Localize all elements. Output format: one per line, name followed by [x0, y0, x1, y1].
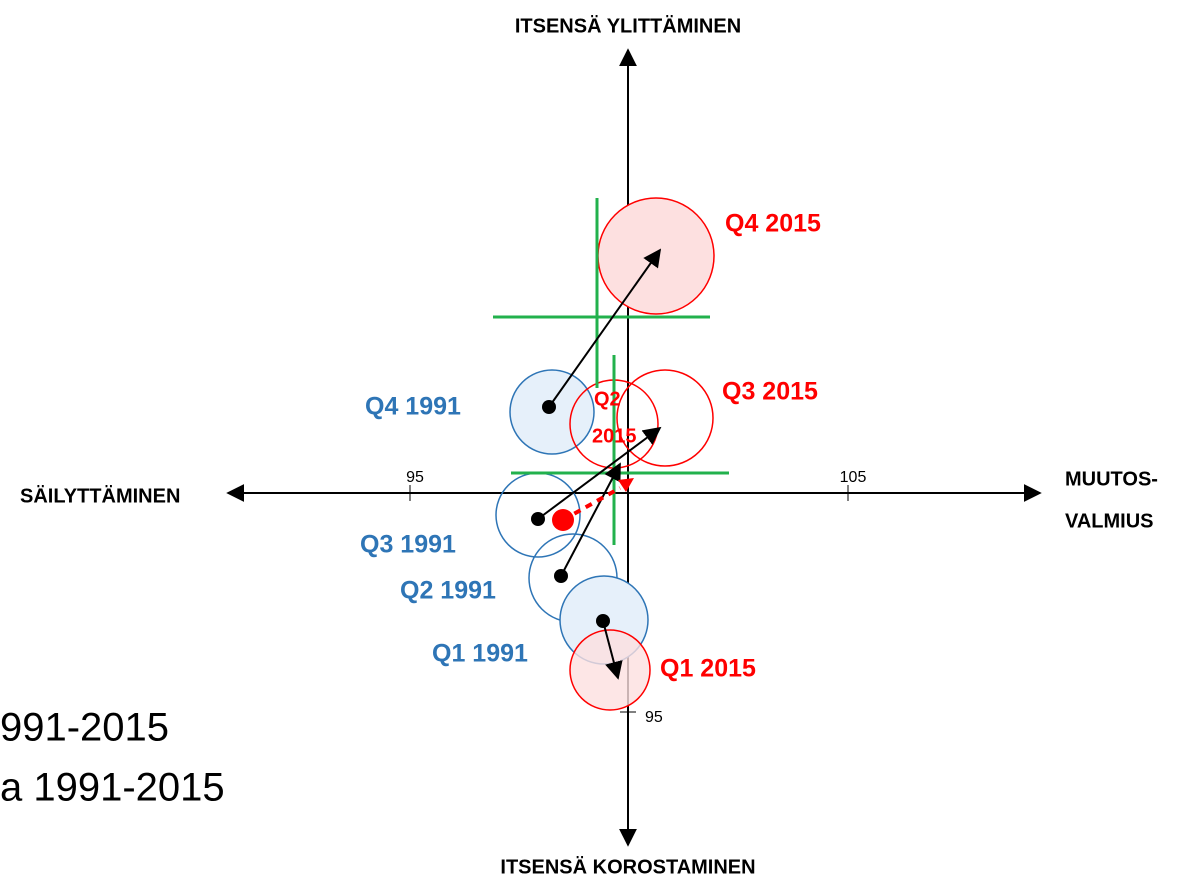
background-text: 991-2015 [0, 706, 169, 750]
axis-label: SÄILYTTÄMINEN [20, 484, 180, 507]
axis-label: VALMIUS [1065, 510, 1154, 532]
circle [569, 629, 651, 711]
point [531, 512, 545, 526]
tick-label: 95 [645, 709, 663, 726]
arrow-head [618, 478, 634, 492]
circle [616, 369, 714, 467]
point [596, 614, 610, 628]
axis-label: MUUTOS- [1065, 468, 1158, 490]
arrow [602, 620, 623, 680]
label: Q2 1991 [400, 577, 496, 605]
background-text: a 1991-2015 [0, 766, 225, 810]
tick-label: 105 [840, 469, 867, 486]
point [542, 400, 556, 414]
label: Q1 2015 [660, 655, 756, 683]
label: 2015 [592, 425, 637, 447]
label: Q4 1991 [365, 393, 461, 421]
label: Q3 2015 [722, 378, 818, 406]
label: Q4 2015 [725, 210, 821, 238]
axis-label: ITSENSÄ KOROSTAMINEN [500, 855, 755, 878]
point [554, 569, 568, 583]
arrow [548, 248, 662, 408]
arrow [560, 462, 621, 577]
point [552, 509, 574, 531]
dashed-arrow [562, 486, 621, 522]
label: Q2 [594, 388, 621, 410]
label: Q3 1991 [360, 531, 456, 559]
axis-label: ITSENSÄ YLITTÄMINEN [515, 14, 741, 37]
tick-label: 95 [406, 469, 424, 486]
label: Q1 1991 [432, 640, 528, 668]
arrow [537, 426, 662, 520]
